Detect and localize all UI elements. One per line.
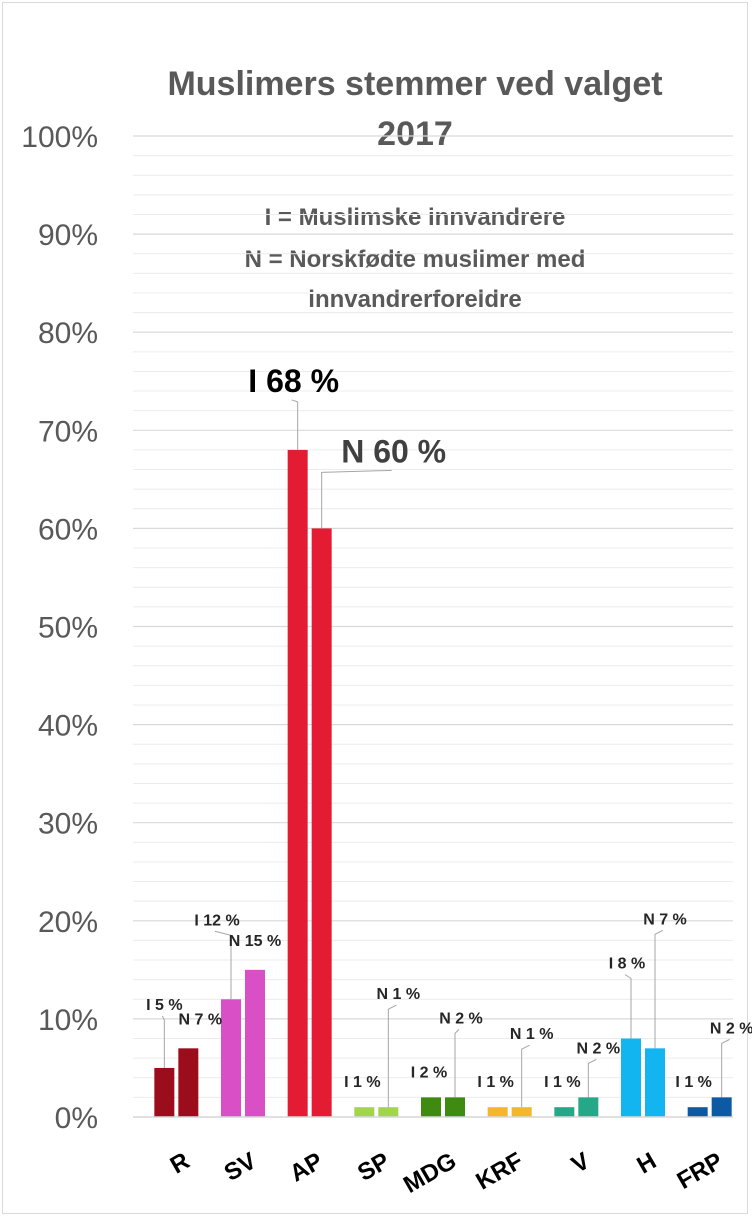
bar-ap-n (311, 528, 332, 1117)
chart-title-line-1: Muslimers stemmer ved valget (167, 65, 663, 103)
x-tick-label: SP (353, 1147, 394, 1186)
data-label-h-n: N 7 % (643, 911, 687, 928)
data-label-v-n: N 2 % (577, 1040, 621, 1057)
data-label-frp-i: I 1 % (675, 1074, 711, 1091)
chart-title-line-2: 2017 (377, 115, 453, 153)
legend-note-line-1: I = Muslimske innvandrere (264, 204, 566, 231)
bar-v-i (554, 1107, 575, 1117)
bar-r-i (154, 1067, 175, 1117)
legend-note-line-2: N = Norskfødte muslimer med (244, 246, 586, 273)
y-tick-label: 50% (38, 612, 98, 645)
y-tick-label: 60% (38, 513, 98, 546)
data-label-leader-line (387, 1004, 397, 1108)
data-label-leader-line (454, 1029, 460, 1098)
data-label-leader-line (721, 1038, 730, 1098)
y-tick-label: 90% (38, 219, 98, 252)
y-tick-label: 30% (38, 808, 98, 841)
x-tick-label: KRF (471, 1147, 527, 1195)
x-tick-label: V (567, 1147, 594, 1178)
y-tick-label: 80% (38, 317, 98, 350)
data-label-sp-i: I 1 % (344, 1074, 380, 1091)
data-label-leader-line (587, 1058, 597, 1098)
bar-ap-i (287, 449, 308, 1117)
bar-v-n (578, 1097, 599, 1117)
bar-frp-n (711, 1097, 732, 1117)
data-label-krf-i: I 1 % (477, 1074, 513, 1091)
data-label-sv-n: N 15 % (229, 933, 281, 950)
y-tick-label: 20% (38, 906, 98, 939)
bar-sv-i (221, 999, 241, 1117)
bar-krf-n (511, 1107, 532, 1117)
data-label-leader-line (291, 399, 299, 450)
x-tick-label: FRP (673, 1147, 728, 1194)
bar-sp-i (354, 1107, 375, 1117)
legend-note-line-3: innvandrerforeldre (308, 286, 522, 313)
y-tick-label: 40% (38, 710, 98, 743)
data-label-r-n: N 7 % (179, 1011, 223, 1028)
data-label-sp-n: N 1 % (377, 986, 421, 1003)
data-label-mdg-n: N 2 % (439, 1010, 483, 1027)
bar-h-n (645, 1048, 665, 1117)
y-tick-label: 10% (38, 1004, 98, 1037)
data-label-mdg-i: I 2 % (411, 1064, 447, 1081)
data-label-krf-n: N 1 % (510, 1026, 554, 1043)
data-label-leader-line (654, 929, 664, 1049)
data-label-ap-n: N 60 % (341, 433, 446, 469)
x-tick-label: R (166, 1147, 195, 1179)
data-label-leader-line (214, 930, 232, 1000)
data-label-ap-i: I 68 % (248, 363, 339, 399)
bar-frp-i (687, 1107, 708, 1117)
x-tick-label: SV (220, 1147, 261, 1186)
data-label-leader-line (321, 469, 392, 529)
bar-r-n (178, 1048, 199, 1117)
bar-sv-n (245, 969, 265, 1117)
data-label-leader-line (161, 1015, 165, 1068)
data-label-sv-i: I 12 % (194, 912, 239, 929)
bar-sp-n (378, 1107, 399, 1117)
data-label-v-i: I 1 % (544, 1074, 580, 1091)
x-tick-label: MDG (399, 1147, 461, 1198)
x-tick-label: AP (285, 1147, 327, 1187)
data-label-leader-line (521, 1044, 530, 1108)
bar-krf-i (487, 1107, 508, 1117)
x-tick-label: H (632, 1147, 661, 1179)
y-tick-label: 100% (21, 121, 98, 154)
y-tick-label: 70% (38, 415, 98, 448)
data-label-r-i: I 5 % (146, 997, 182, 1014)
bar-mdg-n (445, 1097, 465, 1117)
data-label-leader-line (624, 974, 632, 1039)
data-label-h-i: I 8 % (609, 956, 645, 973)
bar-mdg-i (421, 1097, 441, 1117)
y-tick-label: 0% (55, 1102, 98, 1135)
bar-h-i (621, 1038, 641, 1117)
data-label-frp-n: N 2 % (710, 1020, 752, 1037)
